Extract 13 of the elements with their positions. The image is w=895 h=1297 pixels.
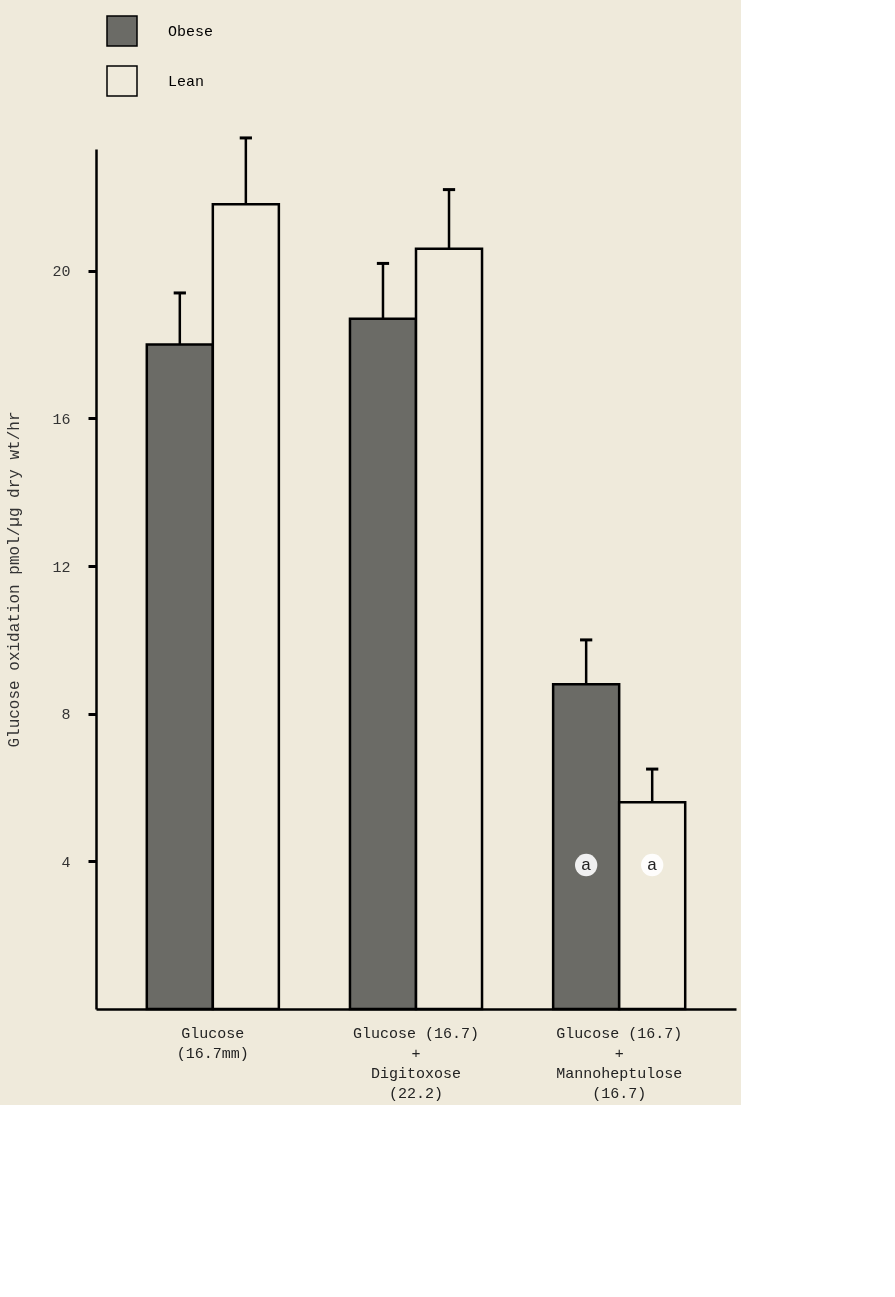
x-tick-label: Glucose (16.7) + Digitoxose (22.2) (352, 1025, 480, 1103)
annotation: a (647, 856, 658, 876)
annotation: a (581, 856, 592, 876)
legend-label: Lean (168, 74, 205, 91)
y-tick-label: 12 (52, 559, 71, 577)
y-tick-label: 16 (52, 411, 71, 429)
y-axis-title: Glucose oxidation pmol/µg dry wt/hr (6, 411, 25, 748)
y-tick-label: 4 (61, 854, 71, 872)
x-tick-label: Glucose (16.7mm) (176, 1025, 249, 1063)
y-tick-label: 8 (61, 707, 71, 725)
y-tick-label: 20 (52, 264, 71, 282)
x-tick-label: Glucose (16.7) + Mannoheptulose (16.7) (556, 1025, 683, 1103)
legend-label: Obese (168, 24, 214, 41)
